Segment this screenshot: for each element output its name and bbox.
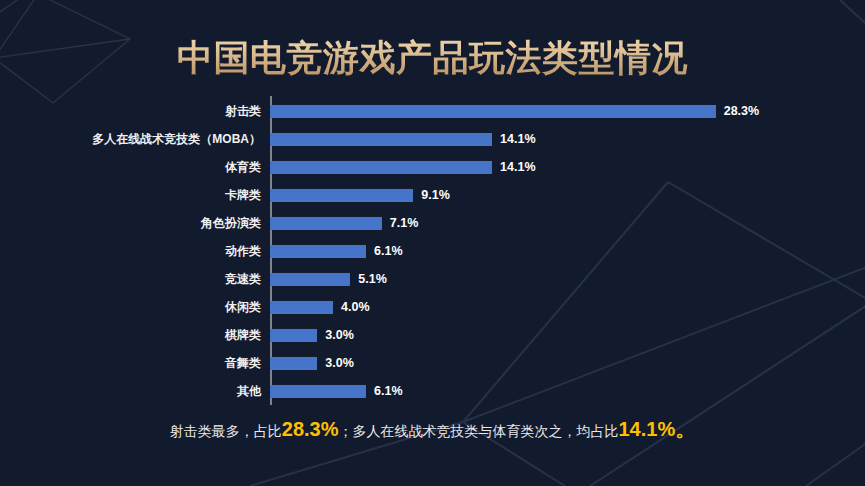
value-label: 7.1% [390,216,419,230]
category-label: 射击类 [0,103,270,120]
bar [270,133,492,146]
value-label: 4.0% [341,300,370,314]
value-label: 28.3% [724,104,759,118]
bar-row: 射击类 28.3% [0,97,865,125]
caption-text: 多人在线战术竞技类与体育类次之，均占比 [353,423,619,439]
category-label: 多人在线战术竞技类（MOBA） [0,131,270,148]
bar-row: 其他 6.1% [0,377,865,405]
value-label: 6.1% [374,244,403,258]
bar-row: 音舞类 3.0% [0,349,865,377]
bar [270,301,333,314]
bar-row: 棋牌类 3.0% [0,321,865,349]
value-label: 3.0% [325,328,354,342]
category-label: 动作类 [0,243,270,260]
bar-row: 体育类 14.1% [0,153,865,181]
bar [270,329,317,342]
bar [270,189,413,202]
bar [270,357,317,370]
category-label: 竞速类 [0,271,270,288]
value-label: 6.1% [374,384,403,398]
bar-chart: 射击类 28.3% 多人在线战术竞技类（MOBA） 14.1% 体育类 14.1% 卡牌类 9… [0,97,865,405]
bar-row: 卡牌类 9.1% [0,181,865,209]
bar-row: 多人在线战术竞技类（MOBA） 14.1% [0,125,865,153]
bar [270,273,350,286]
value-label: 9.1% [421,188,450,202]
chart-caption: 射击类最多，占比28.3%；多人在线战术竞技类与体育类次之，均占比14.1%。 [0,414,865,446]
bar [270,105,716,118]
bar [270,161,492,174]
page-title: 中国电竞游戏产品玩法类型情况 [0,34,865,83]
caption-highlight: 14.1% [619,418,676,440]
bar-row: 休闲类 4.0% [0,293,865,321]
bar [270,245,366,258]
value-label: 14.1% [500,132,535,146]
category-label: 体育类 [0,159,270,176]
category-label: 棋牌类 [0,327,270,344]
value-label: 14.1% [500,160,535,174]
caption-highlight: 。 [675,418,695,440]
bar-row: 角色扮演类 7.1% [0,209,865,237]
category-label: 其他 [0,383,270,400]
caption-text: 射击类最多，占比 [170,423,282,439]
category-label: 音舞类 [0,355,270,372]
bar [270,217,382,230]
category-label: 休闲类 [0,299,270,316]
value-label: 3.0% [325,356,354,370]
category-label: 角色扮演类 [0,215,270,232]
bar [270,385,366,398]
caption-text: ； [339,423,353,439]
caption-highlight: 28.3% [282,418,339,440]
bar-row: 动作类 6.1% [0,237,865,265]
bar-row: 竞速类 5.1% [0,265,865,293]
category-label: 卡牌类 [0,187,270,204]
value-label: 5.1% [358,272,387,286]
